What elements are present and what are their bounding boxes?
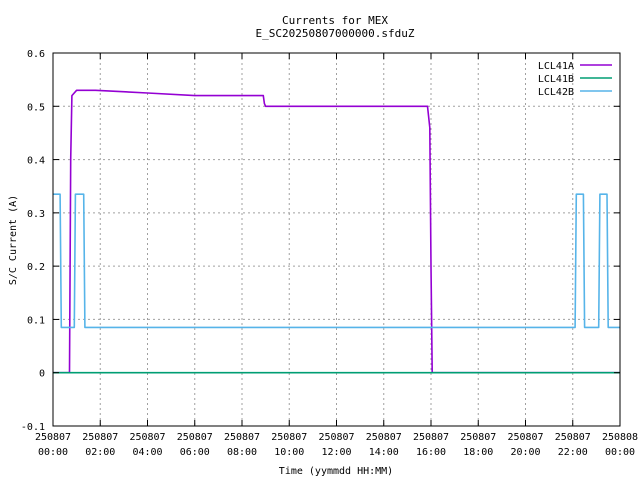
x-tick-time: 00:00 [38,447,68,458]
y-tick-label: 0.2 [27,262,45,273]
x-tick-date: 250807 [35,432,71,443]
x-tick-time: 08:00 [227,447,257,458]
x-tick-time: 04:00 [132,447,162,458]
x-tick-date: 250807 [460,432,496,443]
legend-label: LCL42B [538,87,574,98]
y-tick-label: -0.1 [21,422,45,433]
x-tick-date: 250807 [366,432,402,443]
x-tick-time: 22:00 [558,447,588,458]
y-tick-label: 0.3 [27,209,45,220]
y-tick-label: 0.1 [27,315,45,326]
y-tick-label: 0.5 [27,102,45,113]
chart-subtitle: E_SC20250807000000.sfduZ [256,27,415,40]
x-tick-date: 250807 [177,432,213,443]
x-tick-time: 14:00 [369,447,399,458]
x-axis-label: Time (yymmdd HH:MM) [279,466,393,477]
x-tick-time: 16:00 [416,447,446,458]
x-tick-date: 250807 [82,432,118,443]
x-tick-time: 20:00 [510,447,540,458]
x-tick-date: 250807 [271,432,307,443]
x-tick-time: 10:00 [274,447,304,458]
x-tick-date: 250807 [507,432,543,443]
y-axis-label: S/C Current (A) [8,195,19,285]
grid [52,52,621,427]
x-tick-time: 00:00 [605,447,635,458]
x-tick-time: 12:00 [321,447,351,458]
x-tick-time: 06:00 [180,447,210,458]
x-tick-date: 250807 [413,432,449,443]
x-tick-time: 18:00 [463,447,493,458]
x-tick-date: 250807 [224,432,260,443]
series-line-lcl41a [53,89,620,374]
x-tick-date: 250808 [602,432,638,443]
series-line-lcl42b [53,193,620,329]
x-tick-date: 250807 [318,432,354,443]
legend: LCL41A LCL41B LCL42B [538,61,612,98]
y-tick-label: 0 [39,369,45,380]
x-tick-date: 250807 [555,432,591,443]
x-tick-time: 02:00 [85,447,115,458]
ticks: -0.1 0 0.1 0.2 0.3 0.4 0.5 0.6 250807 00:00 250807… [21,49,638,458]
series-layer [53,89,620,374]
legend-label: LCL41B [538,74,574,85]
legend-label: LCL41A [538,61,574,72]
y-tick-label: 0.4 [27,156,45,167]
y-tick-label: 0.6 [27,49,45,60]
x-tick-date: 250807 [129,432,165,443]
chart-title: Currents for MEX [282,14,388,27]
